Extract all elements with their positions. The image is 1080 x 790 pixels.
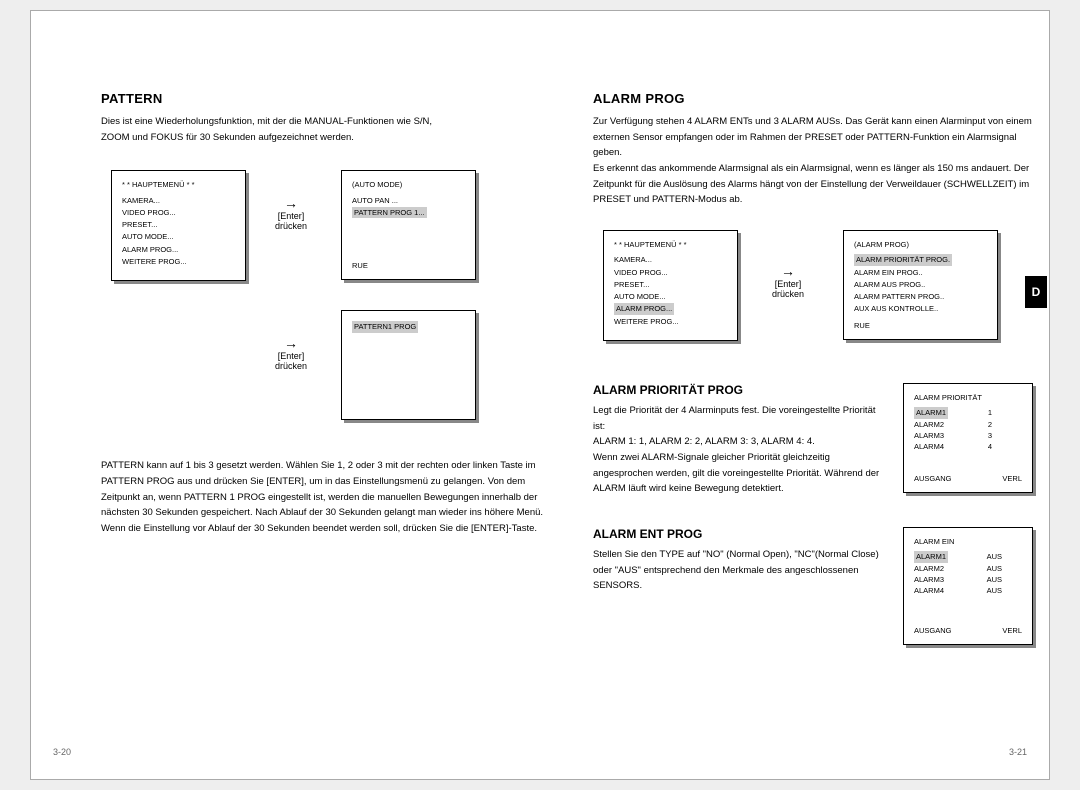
menu-alarmprog: (ALARM PROG) ALARM PRIORITÄT PROG. ALARM… xyxy=(843,230,998,340)
row-label: ALARM1 xyxy=(914,551,948,562)
enter-label: [Enter] drücken xyxy=(772,279,804,299)
menu-item: ALARM PROG... xyxy=(614,303,727,314)
arrow-enter-right: → [Enter] drücken xyxy=(763,263,813,299)
menu-item: KAMERA... xyxy=(614,254,727,265)
right-column: ALARM PROG Zur Verfügung stehen 4 ALARM … xyxy=(593,91,1043,594)
page-number-left: 3-20 xyxy=(53,747,71,757)
row-val: 2 xyxy=(988,419,992,430)
menu-item: ALARM PATTERN PROG.. xyxy=(854,291,987,302)
alarm-p1: Zur Verfügung stehen 4 ALARM ENTs und 3 … xyxy=(593,114,1043,161)
menu-hauptmenu-right: * * HAUPTEMENÜ * * KAMERA... VIDEO PROG.… xyxy=(603,230,738,341)
menu-item: ALARM AUS PROG.. xyxy=(854,279,987,290)
row-label: ALARM3 xyxy=(914,574,944,585)
row-label: ALARM3 xyxy=(914,430,944,441)
footer-left: AUSGANG xyxy=(914,473,952,484)
menu-item: ALARM PRIORITÄT PROG. xyxy=(854,254,987,265)
left-column: PATTERN Dies ist eine Wiederholungsfunkt… xyxy=(101,91,551,537)
arrow-right-icon: → xyxy=(763,263,813,279)
menu-hauptmenu-left: * * HAUPTEMENÜ * * KAMERA... VIDEO PROG.… xyxy=(111,170,246,281)
menu-item: PATTERN PROG 1... xyxy=(352,207,465,218)
alarm-p2: Es erkennt das ankommende Alarmsignal al… xyxy=(593,161,1043,208)
menu-ent: ALARM EIN ALARM1AUS ALARM2AUS ALARM3AUS … xyxy=(903,527,1033,645)
prio-text: Legt die Priorität der 4 Alarminputs fes… xyxy=(593,403,883,497)
footer-left: AUSGANG xyxy=(914,625,952,636)
row-label: ALARM4 xyxy=(914,585,944,596)
flow-row-1: * * HAUPTEMENÜ * * KAMERA... VIDEO PROG.… xyxy=(101,155,551,305)
flow-row-2: → [Enter] drücken PATTERN1 PROG xyxy=(101,305,551,440)
row-val: AUS xyxy=(987,551,1002,562)
menu-item: AUTO PAN ... xyxy=(352,195,465,206)
menu-footer: RUE xyxy=(352,260,368,271)
menu-footer: RUE xyxy=(854,320,870,331)
footer-right: VERL xyxy=(1002,473,1022,484)
menu-item: WEITERE PROG... xyxy=(614,316,727,327)
menu-item: AUTO MODE... xyxy=(614,291,727,302)
menu-item-highlight: PATTERN1 PROG xyxy=(352,321,418,332)
heading-pattern: PATTERN xyxy=(101,91,551,106)
menu-item: KAMERA... xyxy=(122,195,235,206)
ent-text: Stellen Sie den TYPE auf "NO" (Normal Op… xyxy=(593,547,883,594)
enter-label: [Enter] drücken xyxy=(275,351,307,371)
pattern-intro-1: Dies ist eine Wiederholungsfunktion, mit… xyxy=(101,114,551,130)
row-val: 3 xyxy=(988,430,992,441)
row-val: 1 xyxy=(988,407,992,418)
arrow-right-icon: → xyxy=(266,195,316,211)
menu-title: * * HAUPTEMENÜ * * xyxy=(122,179,235,190)
footer-right: VERL xyxy=(1002,625,1022,636)
row-val: AUS xyxy=(987,574,1002,585)
menu-prioritaet: ALARM PRIORITÄT ALARM11 ALARM22 ALARM33 … xyxy=(903,383,1033,493)
row-label: ALARM4 xyxy=(914,441,944,452)
menu-title: * * HAUPTEMENÜ * * xyxy=(614,239,727,250)
row-label: ALARM2 xyxy=(914,563,944,574)
menu-item: AUTO MODE... xyxy=(122,231,235,242)
menu-item: PRESET... xyxy=(614,279,727,290)
flow-row-right: * * HAUPTEMENÜ * * KAMERA... VIDEO PROG.… xyxy=(593,218,1043,363)
section-ent: ALARM ENT PROG Stellen Sie den TYPE auf … xyxy=(593,527,1043,594)
menu-item: VIDEO PROG... xyxy=(122,207,235,218)
menu-title: (AUTO MODE) xyxy=(352,179,465,190)
row-val: 4 xyxy=(988,441,992,452)
menu-item: VIDEO PROG... xyxy=(614,267,727,278)
heading-alarm-prog: ALARM PROG xyxy=(593,91,1043,106)
menu-title: (ALARM PROG) xyxy=(854,239,987,250)
menu-title: ALARM PRIORITÄT xyxy=(914,392,1022,403)
menu-automode: (AUTO MODE) AUTO PAN ... PATTERN PROG 1.… xyxy=(341,170,476,280)
arrow-enter-1: → [Enter] drücken xyxy=(266,195,316,231)
arrow-enter-2: → [Enter] drücken xyxy=(266,335,316,371)
menu-item: WEITERE PROG... xyxy=(122,256,235,267)
menu-title: ALARM EIN xyxy=(914,536,1022,547)
menu-item: ALARM PROG... xyxy=(122,244,235,255)
menu-item: PRESET... xyxy=(122,219,235,230)
pattern-body: PATTERN kann auf 1 bis 3 gesetzt werden.… xyxy=(101,458,551,536)
row-label: ALARM2 xyxy=(914,419,944,430)
row-label: ALARM1 xyxy=(914,407,948,418)
menu-pattern1: PATTERN1 PROG xyxy=(341,310,476,420)
row-val: AUS xyxy=(987,585,1002,596)
pattern-intro-2: ZOOM und FOKUS für 30 Sekunden aufgezeic… xyxy=(101,130,551,146)
page-number-right: 3-21 xyxy=(1009,747,1027,757)
menu-item: AUX AUS KONTROLLE.. xyxy=(854,303,987,314)
row-val: AUS xyxy=(987,563,1002,574)
arrow-right-icon: → xyxy=(266,335,316,351)
page-spread: D PATTERN Dies ist eine Wiederholungsfun… xyxy=(30,10,1050,780)
section-prioritaet: ALARM PRIORITÄT PROG Legt die Priorität … xyxy=(593,383,1043,497)
menu-item: ALARM EIN PROG.. xyxy=(854,267,987,278)
enter-label: [Enter] drücken xyxy=(275,211,307,231)
